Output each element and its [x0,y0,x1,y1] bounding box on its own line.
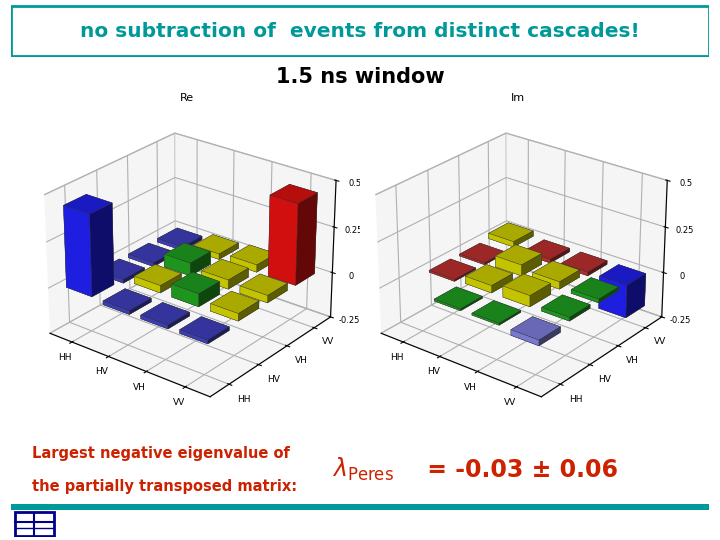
Text: $\lambda_{\mathsf{Peres}}$: $\lambda_{\mathsf{Peres}}$ [332,456,394,483]
Text: 1.5 ns window: 1.5 ns window [276,68,444,87]
Text: Largest negative eigenvalue of: Largest negative eigenvalue of [32,446,289,461]
Text: the partially transposed matrix:: the partially transposed matrix: [32,479,297,494]
FancyBboxPatch shape [11,6,709,56]
Text: = -0.03 ± 0.06: = -0.03 ± 0.06 [419,458,618,482]
FancyBboxPatch shape [14,512,54,536]
Title: Im: Im [511,93,526,104]
Text: no subtraction of  events from distinct cascades!: no subtraction of events from distinct c… [80,22,640,40]
Title: Re: Re [180,93,194,104]
Bar [11,504,709,510]
